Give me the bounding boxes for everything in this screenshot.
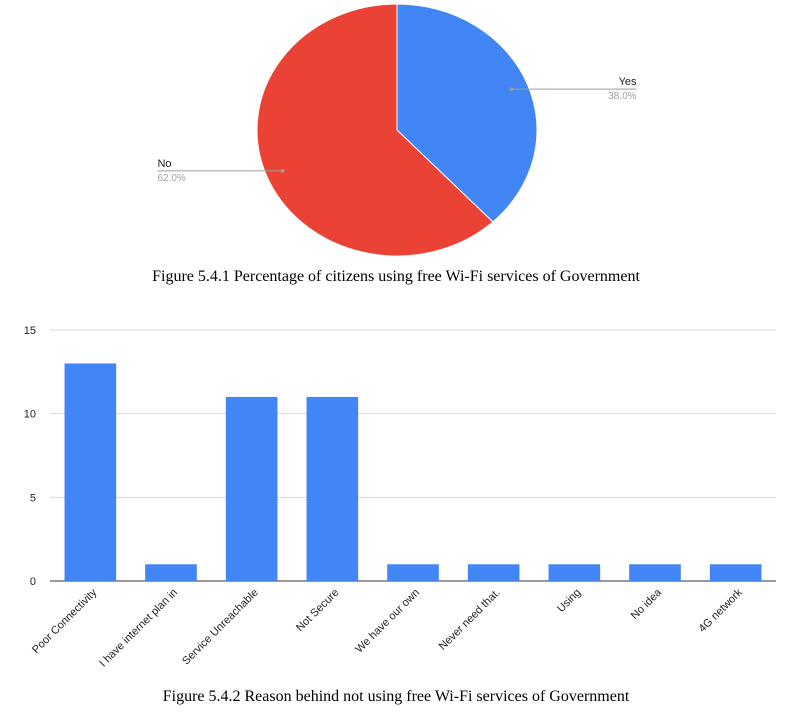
x-tick-label-no-idea: No idea	[629, 586, 665, 622]
pie-chart-figure: Yes 38.0% No 62.0%	[0, 0, 792, 300]
x-tick-label-4g-network: 4G network	[697, 586, 746, 635]
bar-service-unreachable	[225, 396, 278, 581]
bar-4g-network	[709, 564, 762, 581]
y-tick-label-0: 0	[30, 576, 36, 588]
y-tick-label-10: 10	[24, 409, 36, 421]
bar-poor-connectivity	[64, 363, 117, 581]
x-tick-label-not-secure: Not Secure	[294, 587, 341, 634]
y-tick-label-5: 5	[30, 492, 36, 504]
pie-label-yes: Yes	[619, 76, 637, 88]
pie-pct-label-yes: 38.0%	[608, 91, 636, 102]
pie-chart: Yes 38.0% No 62.0%	[157, 3, 637, 257]
pie-pct-label-no: 62.0%	[157, 173, 185, 184]
bar-using	[548, 564, 601, 581]
x-tick-label-service-unreachable: Service Unreachable	[180, 587, 261, 668]
x-tick-label-we-have-our-own: We have our own	[353, 587, 422, 656]
pie-label-no: No	[157, 158, 171, 170]
x-tick-label-poor-connectivity: Poor Connectivity	[30, 586, 100, 656]
bar-not-secure	[306, 396, 359, 581]
bar-no-idea	[629, 564, 681, 581]
bar-chart-caption: Figure 5.4.2 Reason behind not using fre…	[162, 688, 630, 705]
bar-we-have-our-own	[387, 564, 439, 581]
bar-chart-figure: 0 5 10 15 Poor Connectivity I have internet p…	[0, 300, 792, 725]
x-tick-label-i-have-internet-plan-in: I have internet plan in	[97, 587, 180, 670]
x-tick-label-never-need-that: Never need that.	[437, 587, 503, 653]
x-tick-label-using: Using	[555, 587, 583, 615]
y-tick-label-15: 15	[24, 325, 36, 337]
bar-i-have-internet-plan-in	[145, 564, 197, 581]
pie-slice-no	[256, 3, 494, 257]
pie-chart-caption: Figure 5.4.1 Percentage of citizens usin…	[152, 268, 640, 285]
pie-leader-dot-no	[280, 169, 285, 173]
pie-leader-dot-yes	[509, 87, 514, 91]
bar-never-need-that	[467, 564, 520, 581]
pie-slice-yes	[396, 3, 538, 223]
